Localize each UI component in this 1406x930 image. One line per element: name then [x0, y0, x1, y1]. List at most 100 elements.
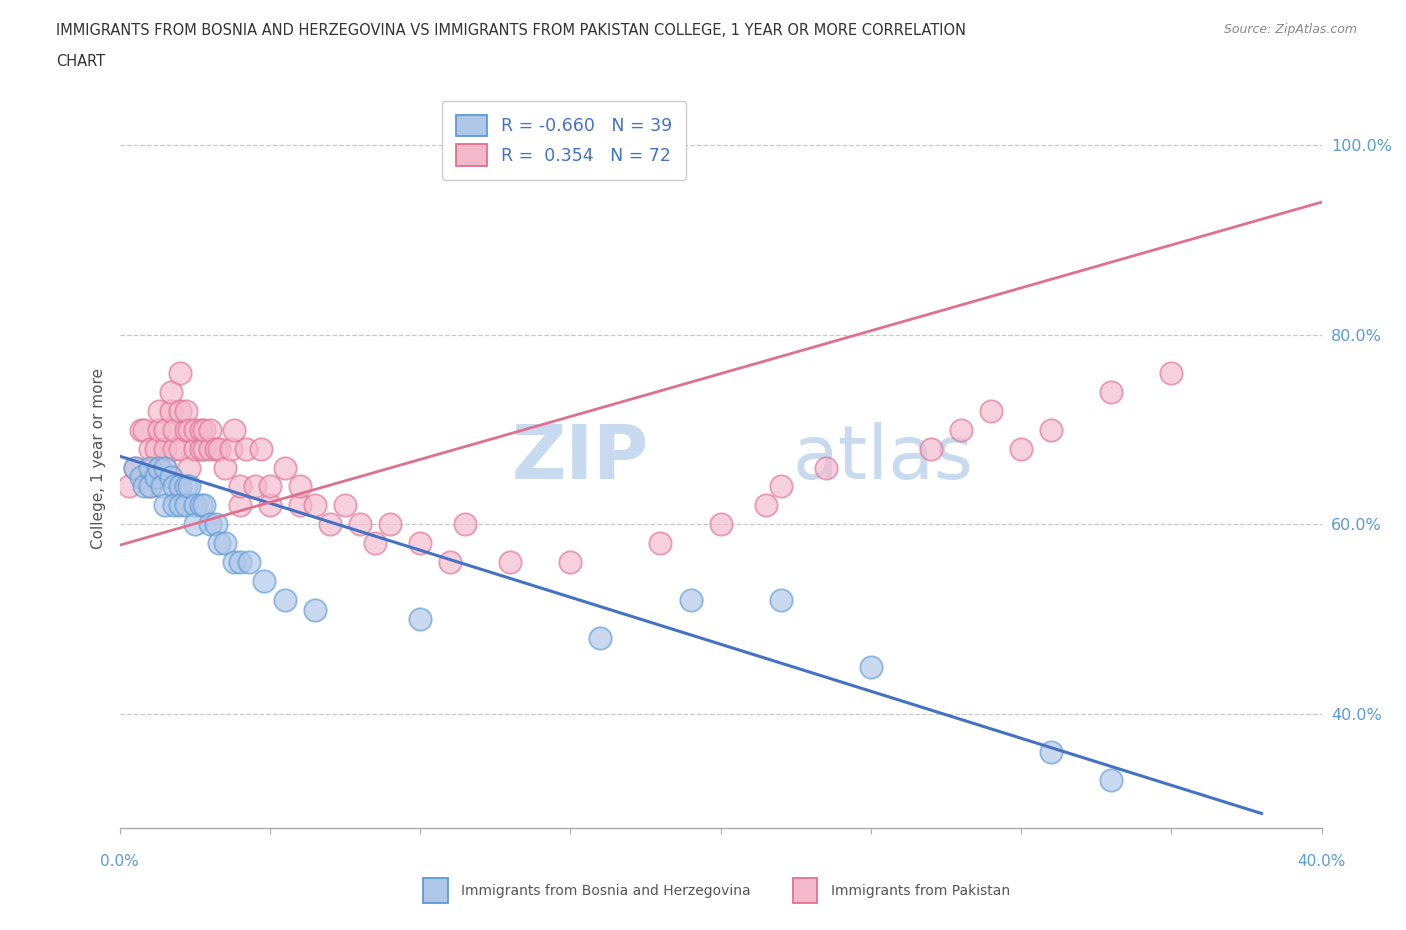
Point: [274, 460, 297, 475]
Text: Immigrants from Pakistan: Immigrants from Pakistan: [831, 884, 1010, 898]
Point: [222, 422, 245, 437]
Point: [304, 603, 326, 618]
Point: [129, 422, 152, 437]
Point: [190, 498, 212, 512]
Point: [439, 555, 461, 570]
Point: [153, 460, 176, 475]
Point: [1040, 422, 1063, 437]
Point: [920, 441, 942, 456]
Point: [177, 479, 200, 494]
Point: [193, 422, 215, 437]
Point: [1099, 384, 1122, 399]
Point: [499, 555, 522, 570]
Point: [138, 479, 160, 494]
Point: [589, 631, 612, 645]
Text: Source: ZipAtlas.com: Source: ZipAtlas.com: [1223, 23, 1357, 36]
Point: [169, 498, 191, 512]
Point: [169, 441, 191, 456]
Point: [138, 460, 160, 475]
Point: [138, 479, 160, 494]
Point: [183, 422, 205, 437]
Point: [150, 479, 173, 494]
Point: [190, 422, 212, 437]
Point: [243, 479, 266, 494]
Point: [560, 555, 582, 570]
Point: [169, 365, 191, 380]
Point: [214, 536, 236, 551]
Point: [288, 479, 311, 494]
Point: [162, 422, 184, 437]
Point: [650, 536, 672, 551]
Point: [153, 460, 176, 475]
Text: 40.0%: 40.0%: [1298, 854, 1346, 869]
Point: [1160, 365, 1182, 380]
Point: [198, 441, 221, 456]
Point: [204, 517, 226, 532]
Point: [159, 470, 181, 485]
Point: [288, 498, 311, 512]
Point: [162, 441, 184, 456]
Point: [174, 479, 197, 494]
Point: [409, 612, 432, 627]
Point: [238, 555, 260, 570]
Point: [162, 479, 184, 494]
Point: [169, 404, 191, 418]
Point: [1099, 773, 1122, 788]
Point: [138, 441, 160, 456]
Point: [249, 441, 271, 456]
Point: [169, 479, 191, 494]
Point: [145, 470, 167, 485]
Point: [124, 460, 146, 475]
Point: [177, 460, 200, 475]
Point: [174, 498, 197, 512]
Point: [138, 460, 160, 475]
Text: 0.0%: 0.0%: [100, 854, 139, 869]
Point: [198, 517, 221, 532]
Point: [183, 498, 205, 512]
Point: [319, 517, 342, 532]
Point: [454, 517, 477, 532]
Point: [183, 517, 205, 532]
Point: [769, 479, 792, 494]
Point: [364, 536, 387, 551]
Point: [409, 536, 432, 551]
Point: [174, 404, 197, 418]
Point: [859, 659, 882, 674]
Point: [679, 592, 702, 607]
Text: Immigrants from Bosnia and Herzegovina: Immigrants from Bosnia and Herzegovina: [461, 884, 751, 898]
Point: [132, 422, 155, 437]
Point: [274, 592, 297, 607]
Point: [228, 498, 252, 512]
Point: [349, 517, 371, 532]
Point: [148, 460, 170, 475]
Point: [117, 479, 139, 494]
Point: [159, 404, 181, 418]
Point: [162, 498, 184, 512]
Point: [378, 517, 401, 532]
Point: [1010, 441, 1032, 456]
Point: [950, 422, 973, 437]
Point: [132, 479, 155, 494]
Point: [769, 592, 792, 607]
Point: [755, 498, 778, 512]
Point: [814, 460, 837, 475]
Point: [190, 441, 212, 456]
Point: [208, 441, 231, 456]
Point: [198, 422, 221, 437]
Point: [148, 404, 170, 418]
Point: [228, 479, 252, 494]
Legend: R = -0.660   N = 39, R =  0.354   N = 72: R = -0.660 N = 39, R = 0.354 N = 72: [443, 100, 686, 179]
Point: [219, 441, 242, 456]
Point: [304, 498, 326, 512]
Point: [153, 441, 176, 456]
Point: [253, 574, 276, 589]
Text: CHART: CHART: [56, 54, 105, 69]
Text: atlas: atlas: [793, 421, 974, 495]
Point: [208, 536, 231, 551]
Point: [709, 517, 731, 532]
Point: [177, 422, 200, 437]
Point: [193, 441, 215, 456]
Point: [145, 441, 167, 456]
Point: [259, 498, 281, 512]
Point: [214, 460, 236, 475]
